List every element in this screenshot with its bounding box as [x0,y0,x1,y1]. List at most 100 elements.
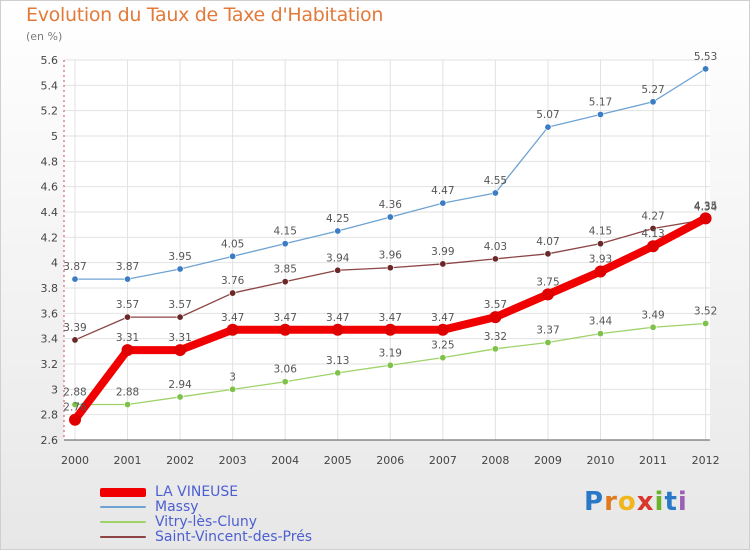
data-point [121,344,134,357]
data-point [489,311,502,324]
data-label: 3.19 [379,347,402,359]
data-label: 3.47 [379,312,402,324]
x-tick-label: 2010 [587,454,615,467]
data-label: 3.31 [168,332,191,344]
data-point [281,278,289,286]
data-point [544,250,552,258]
data-label: 3.13 [326,355,349,367]
data-label: 3.76 [221,275,245,287]
data-label: 3.75 [536,276,559,288]
data-label: 4.34 [694,202,718,214]
data-label: 3.52 [694,305,717,317]
x-tick-label: 2007 [429,454,457,467]
data-label: 3.49 [641,309,664,321]
data-point [541,288,554,301]
data-point [596,110,604,118]
data-point [226,323,239,336]
data-point [69,413,81,426]
data-point [124,313,132,321]
data-label: 3 [229,371,236,383]
x-tick-label: 2008 [481,454,509,467]
data-label: 3.32 [484,331,507,343]
data-point [649,224,657,232]
y-tick-label: 4.2 [41,231,59,244]
legend-swatch [100,506,146,508]
legend-label: Vitry-lès-Cluny [155,514,258,530]
y-tick-label: 3.4 [41,333,59,346]
data-point [594,265,607,278]
data-point [71,336,79,344]
data-point [649,323,657,331]
x-tick-label: 2011 [639,454,667,467]
y-tick-label: 3.6 [41,307,59,320]
data-label: 3.47 [431,312,454,324]
x-tick-label: 2002 [166,454,194,467]
logo-letter: r [604,487,618,517]
data-point [174,344,187,357]
data-point [124,401,132,409]
x-tick-label: 2012 [692,454,720,467]
data-label: 3.25 [431,340,454,352]
data-label: 4.03 [484,241,507,253]
y-tick-label: 2.6 [41,434,59,447]
x-tick-label: 2003 [219,454,247,467]
legend-label: Massy [155,499,199,515]
y-tick-label: 4.4 [41,206,59,219]
data-label: 4.47 [431,185,454,197]
data-label: 4.13 [641,228,664,240]
logo-letter: x [636,487,655,517]
data-label: 3.85 [274,264,297,276]
data-point [649,98,657,106]
data-label: 3.93 [589,254,612,266]
data-point [439,354,447,362]
data-label: 3.44 [589,316,613,328]
data-label: 3.06 [274,364,298,376]
y-tick-label: 4.8 [41,155,59,168]
data-point [229,252,237,260]
y-tick-label: 4 [51,257,58,270]
data-label: 3.57 [168,299,191,311]
data-label: 4.25 [326,213,349,225]
x-tick-label: 2004 [271,454,299,467]
x-tick-label: 2009 [534,454,562,467]
data-label: 4.05 [221,238,244,250]
data-point [699,212,712,225]
data-point [439,260,447,268]
data-point [544,123,552,131]
y-tick-label: 3 [51,383,58,396]
data-label: 3.31 [116,332,139,344]
logo-letter: P [584,487,605,517]
data-point [229,385,237,393]
data-point [176,265,184,273]
data-label: 4.07 [536,236,559,248]
data-point [491,189,499,197]
data-point [229,289,237,297]
data-label: 3.96 [379,250,403,262]
proxiti-logo: Proxiti [584,487,688,517]
plot-area [64,60,710,440]
data-point [331,323,344,336]
data-label: 3.57 [484,299,507,311]
data-label: 4.55 [484,175,507,187]
data-label: 4.35 [694,200,717,212]
data-label: 5.17 [589,96,612,108]
data-point [439,199,447,207]
data-label: 3.94 [326,252,350,264]
data-point [544,338,552,346]
data-point [491,345,499,353]
data-label: 5.27 [641,84,664,96]
y-tick-label: 2.8 [41,409,59,422]
data-label: 5.53 [694,51,717,63]
data-label: 4.15 [274,226,297,238]
data-label: 3.47 [326,312,349,324]
data-point [71,275,79,283]
legend-label: LA VINEUSE [155,484,239,500]
chart-title: Evolution du Taux de Taxe d'Habitation [26,4,384,26]
legend-label: Saint-Vincent-des-Prés [155,529,313,545]
data-point [386,264,394,272]
data-label: 3.47 [274,312,297,324]
data-point [334,369,342,377]
y-tick-label: 3.2 [41,358,59,371]
data-label: 3.95 [168,251,191,263]
